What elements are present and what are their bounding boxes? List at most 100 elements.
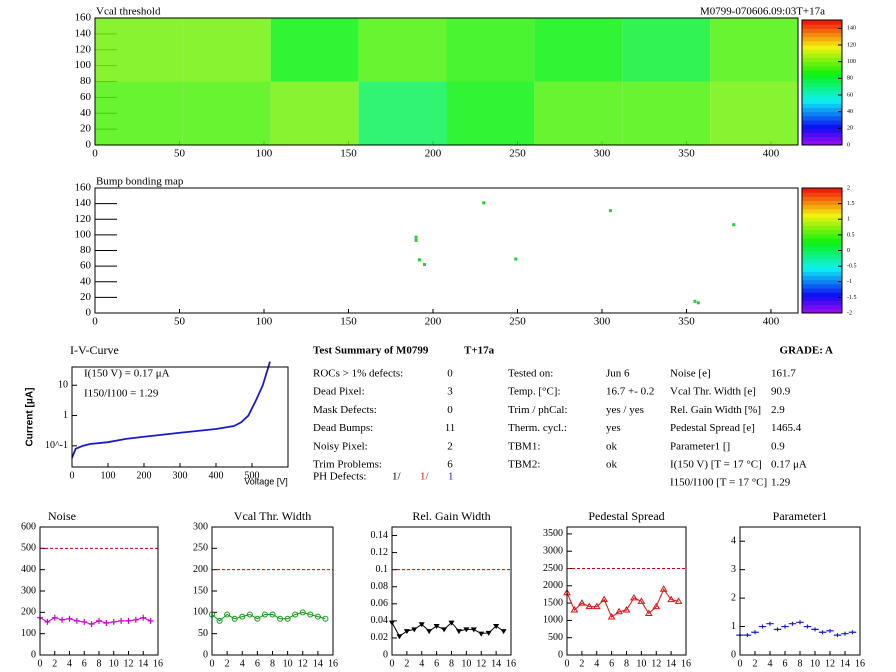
- colorbar-label: 80: [847, 76, 853, 82]
- x-tick-label: 16: [506, 658, 516, 669]
- x-tick-label: 10: [283, 658, 293, 669]
- marker: [600, 595, 609, 603]
- marker: [630, 593, 638, 601]
- y-tick-label: 0: [203, 649, 208, 660]
- y-tick-label: 2500: [543, 563, 563, 574]
- marker: [224, 611, 231, 618]
- y-tick-label: 0.08: [371, 581, 389, 592]
- x-tick-label: 12: [476, 658, 486, 669]
- bump-point: [414, 238, 418, 242]
- marker: [307, 611, 314, 618]
- x-tick-label: 0: [38, 658, 43, 669]
- x-tick-label: 2: [579, 658, 584, 669]
- x-tick-label: 0: [70, 470, 75, 481]
- x-tick-label: 300: [594, 316, 611, 328]
- marker: [231, 615, 238, 622]
- bump-point: [482, 201, 486, 205]
- colorbar-cell: [802, 128, 842, 133]
- colorbar-cell: [802, 65, 842, 71]
- marker: [322, 615, 329, 622]
- summary-label: Tested on:: [508, 368, 553, 380]
- marker: [254, 615, 261, 622]
- y-tick-label: 0.1: [376, 564, 389, 575]
- x-tick-label: 14: [666, 658, 676, 669]
- x-tick-label: 0: [210, 658, 215, 669]
- heat-cell: [710, 81, 798, 145]
- summary-value: 2: [447, 440, 453, 452]
- marker: [284, 615, 291, 622]
- summary-value: 161.7: [771, 368, 796, 380]
- colorbar-label: 20: [847, 126, 853, 132]
- bump-point: [514, 257, 518, 261]
- y-axis-label: Current [μA]: [25, 388, 36, 447]
- marker: [493, 623, 500, 629]
- colorbar-cell: [802, 304, 842, 310]
- heat-cell: [182, 81, 271, 145]
- x-tick-label: 500: [245, 470, 260, 481]
- colorbar-cell: [802, 250, 842, 256]
- chart-title: Vcal Thr. Width: [234, 509, 311, 523]
- marker: [110, 618, 117, 625]
- colorbar-cell: [802, 279, 842, 285]
- marker: [403, 629, 410, 635]
- summary-value: yes / yes: [606, 404, 644, 416]
- x-tick-label: 300: [173, 470, 188, 481]
- marker: [615, 607, 623, 615]
- y-tick-label: 2000: [543, 580, 563, 591]
- y-tick-label: 140: [75, 197, 92, 209]
- summary-value: yes: [606, 422, 621, 434]
- y-tick-label: 150: [193, 585, 208, 596]
- colorbar-cell: [802, 40, 842, 46]
- heat-cell: [622, 81, 711, 145]
- y-tick-label: 0.14: [371, 530, 389, 541]
- y-tick-label: 100: [75, 59, 92, 71]
- colorbar-label: 0: [847, 142, 850, 148]
- colorbar-cell: [802, 225, 842, 231]
- summary-value: 0: [447, 368, 453, 380]
- marker: [73, 617, 80, 624]
- x-tick-label: 50: [174, 148, 186, 160]
- chart-title: Bump bonding map: [96, 176, 184, 188]
- summary-label: I(150 V) [T = 17 °C]: [670, 459, 762, 471]
- marker: [292, 611, 299, 618]
- summary-title: Test Summary of M0799: [313, 345, 429, 357]
- marker: [314, 613, 321, 620]
- bump-point: [608, 209, 612, 213]
- plot-frame: [71, 366, 289, 468]
- plot-frame: [94, 187, 799, 314]
- colorbar-cell: [802, 136, 842, 142]
- x-tick-label: 200: [425, 316, 442, 328]
- marker: [592, 602, 601, 610]
- colorbar-cell: [802, 208, 842, 214]
- marker: [833, 633, 842, 638]
- x-tick-label: 8: [97, 658, 102, 669]
- colorbar-cell: [802, 217, 842, 222]
- x-tick-label: 2: [225, 658, 230, 669]
- marker: [118, 617, 125, 624]
- marker: [299, 609, 306, 616]
- chart-title: Rel. Gain Width: [412, 509, 490, 523]
- x-tick-label: 16: [153, 658, 163, 669]
- summary-value: 90.9: [771, 386, 791, 398]
- colorbar-cell: [802, 254, 842, 260]
- colorbar-cell: [802, 288, 842, 293]
- y-tick-label: 0: [731, 649, 736, 660]
- marker: [788, 621, 797, 626]
- y-tick-label: 1: [63, 410, 68, 421]
- colorbar-cell: [802, 32, 842, 38]
- x-axis-label: Voltage [V]: [244, 476, 288, 486]
- colorbar-label: 120: [847, 42, 856, 48]
- summary-value: 0: [447, 404, 453, 416]
- x-tick-label: 4: [240, 658, 245, 669]
- x-tick-label: 16: [855, 658, 865, 669]
- colorbar-cell: [802, 95, 842, 100]
- marker: [674, 597, 683, 604]
- marker: [751, 630, 759, 635]
- colorbar-cell: [802, 188, 842, 193]
- colorbar-cell: [802, 124, 842, 129]
- colorbar-cell: [802, 258, 842, 264]
- summary-value: 6: [447, 459, 453, 471]
- x-tick-label: 100: [101, 470, 116, 481]
- marker: [396, 634, 403, 640]
- marker: [841, 631, 849, 636]
